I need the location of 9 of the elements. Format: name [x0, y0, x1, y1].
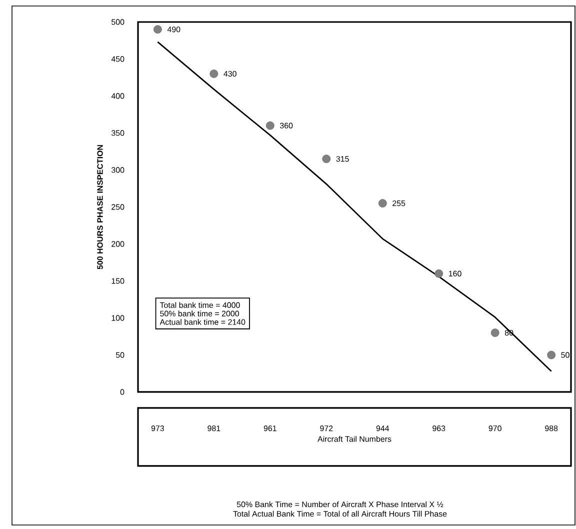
line-series: [156, 41, 552, 372]
point: [266, 121, 274, 130]
point: [434, 269, 444, 278]
point: [322, 154, 331, 164]
point: [153, 25, 162, 34]
point: [547, 350, 556, 360]
point: [490, 328, 500, 337]
point: [210, 70, 218, 78]
point: [378, 199, 387, 208]
